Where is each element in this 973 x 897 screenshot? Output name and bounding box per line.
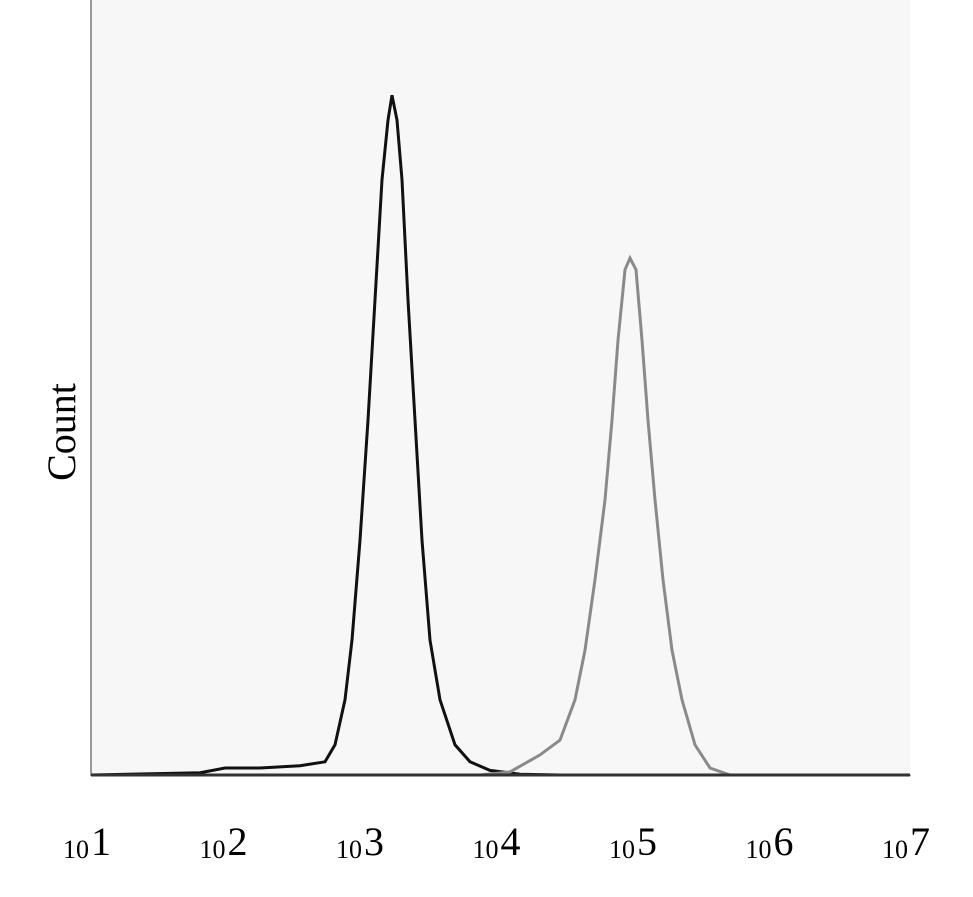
x-tick-exponent: 2 xyxy=(228,819,248,864)
x-tick-base: 10 xyxy=(336,835,362,864)
x-tick-base: 10 xyxy=(746,835,772,864)
x-tick-label: 10 xyxy=(63,835,89,864)
x-tick-base: 10 xyxy=(63,835,89,864)
histogram-line xyxy=(90,95,670,777)
x-tick-exponent: 5 xyxy=(637,819,657,864)
x-tick-label: 10 xyxy=(882,835,908,864)
x-tick-label: 10 xyxy=(200,835,226,864)
x-tick-label: 10 xyxy=(336,835,362,864)
x-tick-label: 10 xyxy=(473,835,499,864)
x-tick-exponent: 4 xyxy=(501,819,521,864)
x-tick-exponent: 3 xyxy=(364,819,384,864)
x-tick-exponent: 1 xyxy=(91,819,111,864)
y-axis-label: Count xyxy=(39,383,84,481)
x-tick-base: 10 xyxy=(200,835,226,864)
x-tick-base: 10 xyxy=(473,835,499,864)
x-tick-label: 10 xyxy=(746,835,772,864)
x-tick-label: 10 xyxy=(609,835,635,864)
plot-area xyxy=(91,0,910,775)
histogram-line xyxy=(479,254,731,777)
x-tick-base: 10 xyxy=(882,835,908,864)
x-tick-exponent: 7 xyxy=(910,819,930,864)
x-tick-exponent: 6 xyxy=(774,819,794,864)
x-tick-base: 10 xyxy=(609,835,635,864)
